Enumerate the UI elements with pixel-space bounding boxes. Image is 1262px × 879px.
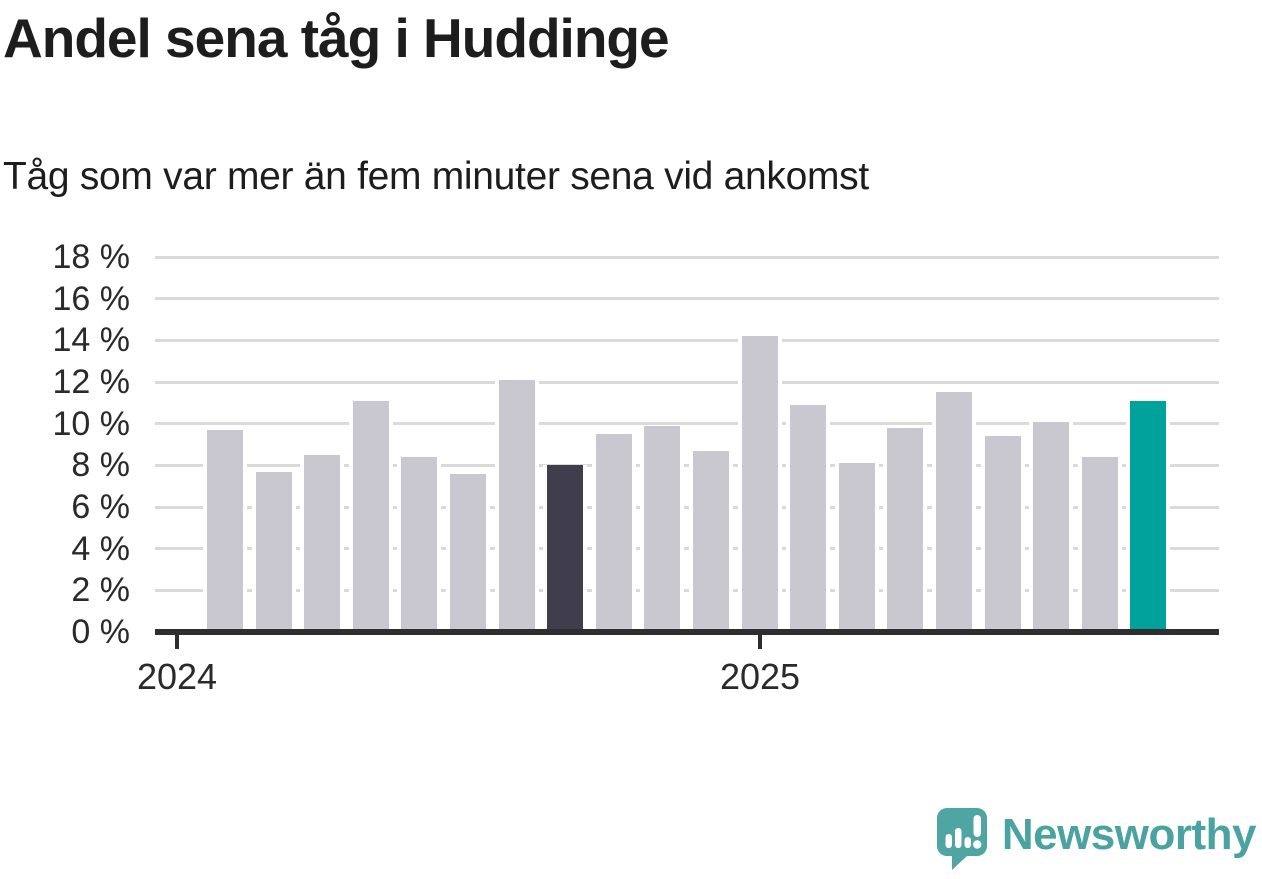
- y-axis-tick-label: 8 %: [71, 446, 130, 485]
- bar: [1077, 457, 1122, 632]
- y-axis-tick-label: 14 %: [52, 321, 131, 360]
- bar-highlight-previous-year: [543, 465, 588, 632]
- y-axis-tick-label: 18 %: [52, 238, 131, 276]
- y-axis-tick-label: 16 %: [52, 279, 131, 318]
- gridline: [155, 297, 1219, 301]
- plot-area: 2024 2025: [137, 255, 1219, 697]
- x-axis-line: [155, 629, 1219, 635]
- newsworthy-logo-text: Newsworthy: [1001, 810, 1257, 859]
- bar: [591, 434, 636, 632]
- bar: [834, 463, 879, 632]
- bar: [640, 425, 685, 632]
- bar: [932, 392, 976, 632]
- bar: [397, 457, 442, 632]
- newsworthy-logo: Newsworthy: [936, 807, 1257, 871]
- chart-subtitle: Tåg som var mer än fem minuter sena vid …: [3, 155, 869, 198]
- bar: [1029, 421, 1074, 632]
- gridline: [155, 463, 1219, 467]
- gridline: [155, 547, 1219, 551]
- bar: [737, 336, 782, 632]
- gridline: [155, 422, 1219, 426]
- gridline: [155, 380, 1219, 384]
- gridline: [155, 338, 1219, 342]
- chart-title: Andel sena tåg i Huddinge: [3, 7, 670, 69]
- bar: [251, 471, 296, 632]
- bar-highlight-latest: [1126, 400, 1171, 632]
- bar: [300, 454, 345, 632]
- y-axis-tick-label: 10 %: [52, 404, 131, 443]
- bar: [980, 436, 1025, 632]
- y-axis-tick-label: 12 %: [52, 363, 131, 401]
- gridline: [155, 588, 1219, 592]
- gridline: [155, 505, 1219, 509]
- bar: [494, 379, 539, 632]
- y-axis-tick-label: 2 %: [71, 571, 130, 610]
- y-axis-tick-label: 4 %: [71, 529, 130, 568]
- bar: [446, 473, 490, 632]
- x-axis-tick: [757, 635, 762, 649]
- y-axis-labels: 0 % 2 % 4 % 6 % 8 % 10 % 12 % 14 % 16 % 18 %: [0, 239, 131, 650]
- bar: [689, 450, 733, 632]
- newsworthy-speech-bubble-chart-icon: [936, 807, 988, 871]
- y-axis-tick-label: 0 %: [71, 613, 130, 651]
- bar: [786, 404, 831, 632]
- bar: [203, 429, 247, 632]
- gridline: [155, 255, 1219, 259]
- x-axis-year-label: 2025: [719, 656, 801, 697]
- bar: [883, 427, 928, 632]
- x-axis-tick: [175, 635, 180, 649]
- x-axis-year-label: 2024: [136, 656, 218, 697]
- bar: [348, 400, 393, 632]
- y-axis-tick-label: 6 %: [71, 488, 130, 526]
